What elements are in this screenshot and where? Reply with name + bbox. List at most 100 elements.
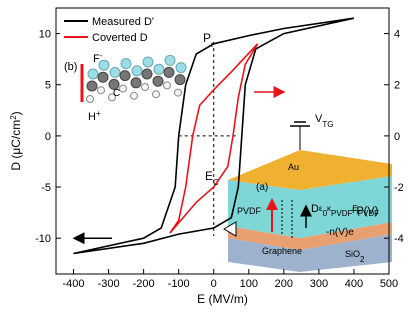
- y-axis-label-part: D (μC/cm: [9, 120, 23, 171]
- annotation-part: +: [96, 109, 101, 118]
- graphene-layer: [228, 222, 392, 250]
- annotation-part: TG: [322, 120, 333, 129]
- contact-arrow: [223, 221, 237, 237]
- annotation: SiO2: [345, 249, 365, 264]
- legend-label: Measured D': [92, 16, 154, 28]
- annotation-part: D: [311, 203, 319, 215]
- f-atom: [142, 56, 154, 68]
- x-tick-label: 200: [275, 278, 293, 290]
- y-axis-label: D (μC/cm2): [9, 111, 24, 170]
- y-tick-label: -5: [41, 182, 51, 194]
- y2-tick-label: -4: [394, 233, 404, 245]
- annotation: D: [311, 203, 319, 215]
- annotation-part: +P(V): [350, 205, 378, 217]
- y2-tick-label: 4: [394, 29, 400, 41]
- annotation-part: Graphene: [262, 246, 302, 256]
- y-axis-label-part: ): [9, 111, 23, 115]
- annotation: H+: [88, 109, 101, 124]
- h-atom: [174, 88, 182, 97]
- f-atom: [109, 66, 121, 78]
- x-tick-label: -400: [63, 278, 85, 290]
- h-atom: [108, 93, 116, 102]
- y-tick-label: 5: [45, 80, 51, 92]
- annotation-part: 2: [360, 255, 365, 264]
- y-tick-label: 0: [45, 131, 51, 143]
- annotation-part: E: [352, 204, 357, 213]
- x-axis-label: E (MV/m): [197, 292, 248, 306]
- annotation: Au: [288, 162, 299, 172]
- h-atom: [119, 84, 127, 93]
- h-atom: [163, 81, 171, 90]
- c-atom: [119, 70, 131, 82]
- x-tick-label: 0: [211, 278, 217, 290]
- annotation-part: C: [113, 88, 120, 99]
- annotation-part: 0: [323, 209, 328, 218]
- f-atom: [120, 58, 132, 70]
- annotation: VTG: [315, 113, 333, 129]
- annotation-part: -n(V)e: [326, 227, 354, 238]
- molecule-inset: [80, 54, 187, 103]
- annotation-part: H: [88, 111, 96, 123]
- annotation: ε0κPVDFEPVDF: [319, 204, 379, 218]
- series-line: [73, 17, 355, 255]
- annotation-part: (b): [64, 61, 77, 73]
- x-tick-label: -200: [133, 278, 155, 290]
- annotation: (a): [256, 182, 268, 193]
- series-line: [169, 43, 259, 234]
- annotation-part: PVDF: [237, 206, 262, 216]
- annotation: PVDF: [237, 206, 262, 216]
- c-atom: [130, 77, 142, 89]
- f-atom: [175, 62, 187, 74]
- annotation-part: E: [205, 169, 213, 183]
- h-atom: [141, 83, 149, 91]
- plot-frame: [55, 7, 390, 275]
- annotation-part: r: [211, 40, 214, 49]
- h-atom: [130, 91, 138, 100]
- au-layer: [228, 150, 392, 190]
- c-atom: [141, 68, 153, 80]
- y2-tick-label: 0: [394, 131, 400, 143]
- y-tick-label: 10: [39, 29, 51, 41]
- c-atom: [86, 80, 98, 92]
- annotation: F-: [93, 51, 103, 66]
- legend-box: [60, 12, 168, 46]
- annotation-part: -: [100, 51, 103, 60]
- y2-tick-label: 2: [394, 80, 400, 92]
- c-atom: [97, 71, 109, 83]
- x-tick-label: 100: [240, 278, 258, 290]
- h-atom: [86, 95, 94, 103]
- y-tick-label: -10: [35, 233, 51, 245]
- h-atom: [97, 86, 105, 95]
- y2-tick-label: -2: [394, 182, 404, 194]
- annotation-part: P: [203, 31, 211, 45]
- annotation-part: ε: [319, 204, 323, 213]
- annotation: C: [113, 88, 120, 99]
- annotation: -n(V)e: [326, 227, 354, 238]
- annotation-part: PVDF: [331, 209, 352, 218]
- y-axis-label-part: 2: [9, 115, 18, 120]
- c-atom: [163, 66, 175, 78]
- f-atom: [131, 65, 143, 77]
- f-atom: [164, 54, 176, 66]
- c-atom: [174, 74, 186, 86]
- annotation-part: PVDF: [358, 209, 379, 218]
- x-tick-label: -300: [98, 278, 120, 290]
- f-atom: [98, 59, 110, 71]
- annotation-part: κ: [327, 204, 332, 213]
- x-tick-label: -100: [168, 278, 190, 290]
- annotation: Pr: [203, 31, 214, 49]
- annotation: EC: [205, 169, 219, 187]
- h-atom: [152, 90, 160, 99]
- c-atom: [108, 78, 120, 90]
- annotation-part: (a): [256, 182, 268, 193]
- device-inset: [223, 121, 392, 272]
- f-atom: [153, 63, 165, 75]
- x-tick-label: 400: [345, 278, 363, 290]
- annotation-part: Au: [288, 162, 299, 172]
- sio2-layer: [228, 234, 392, 272]
- annotation: Graphene: [262, 246, 302, 256]
- annotation: (b): [64, 61, 77, 73]
- annotation-part: C: [213, 178, 219, 187]
- annotation-part: SiO: [345, 249, 360, 259]
